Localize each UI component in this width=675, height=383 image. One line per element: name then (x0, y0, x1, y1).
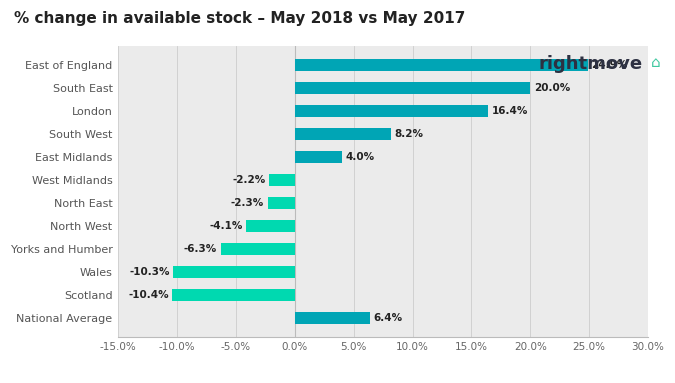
Text: rightmove: rightmove (539, 55, 643, 73)
Bar (295, 82, 531, 94)
Text: % change in available stock – May 2018 vs May 2017: % change in available stock – May 2018 v… (14, 11, 465, 26)
Text: 4.0%: 4.0% (346, 152, 375, 162)
Text: -10.4%: -10.4% (128, 290, 169, 300)
Text: 24.9%: 24.9% (591, 60, 628, 70)
Bar (295, 128, 392, 140)
Bar (295, 151, 342, 163)
Bar (295, 105, 488, 117)
Bar (173, 266, 295, 278)
Bar (295, 312, 370, 324)
Text: 20.0%: 20.0% (534, 83, 570, 93)
Text: -2.2%: -2.2% (232, 175, 265, 185)
Bar (295, 59, 588, 71)
Bar (221, 243, 295, 255)
Bar (269, 174, 295, 186)
Text: -4.1%: -4.1% (209, 221, 243, 231)
Bar (172, 289, 295, 301)
Text: -10.3%: -10.3% (130, 267, 170, 277)
Text: ⌂: ⌂ (651, 55, 660, 70)
Text: -2.3%: -2.3% (231, 198, 264, 208)
Bar (246, 220, 295, 232)
Text: 16.4%: 16.4% (491, 106, 528, 116)
Text: 6.4%: 6.4% (374, 313, 403, 323)
Text: -6.3%: -6.3% (184, 244, 217, 254)
Text: 8.2%: 8.2% (395, 129, 424, 139)
Bar (268, 197, 295, 209)
